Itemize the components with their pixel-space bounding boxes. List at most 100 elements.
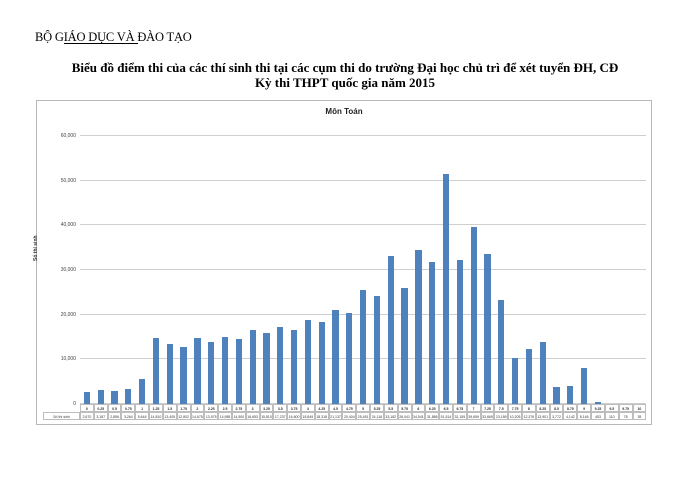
table-cell-value: 16,653: [245, 412, 260, 420]
gridline: [80, 135, 646, 136]
table-cell-value: 3,187: [93, 412, 108, 420]
table-cell-value: 14,500: [231, 412, 246, 420]
bar-slot: [315, 136, 329, 404]
table-cell-category: 7.75: [508, 404, 522, 412]
table-cell-value: 13,405: [162, 412, 177, 420]
table-cell-category: 5.75: [397, 404, 412, 412]
table-cell-value: 15,810: [259, 412, 274, 420]
table-cell-value: 453: [591, 412, 605, 420]
bar-slot: [577, 136, 591, 404]
bar-2.75: [235, 339, 242, 404]
table-cell-value: 34,541: [411, 412, 426, 420]
bar-slot: [633, 136, 647, 404]
table-cell-value: 31,886: [425, 412, 440, 420]
table-cell-value: 33,665: [480, 412, 495, 420]
y-tick-label: 10,000: [60, 356, 76, 363]
table-row-label: Số thí sinh: [43, 412, 80, 420]
page-title-line1: Biểu đồ điểm thi của các thí sinh thi tạ…: [71, 60, 619, 75]
bar-slot: [425, 136, 439, 404]
table-cell-value: 8,146: [577, 412, 592, 420]
bar-6.25: [429, 261, 436, 404]
table-cell-category: 4.25: [314, 404, 329, 412]
bar-7: [470, 226, 477, 404]
bar-slot: [149, 136, 163, 404]
table-cell-category: 6.25: [425, 404, 440, 412]
table-cell-value: 13,975: [204, 412, 219, 420]
bar-slot: [273, 136, 287, 404]
bar-9.25: [594, 401, 602, 404]
bar-slot: [522, 136, 536, 404]
table-cell-value: 12,802: [176, 412, 191, 420]
table-cell-category: 3.5: [273, 404, 288, 412]
bar-1: [139, 378, 146, 404]
bar-slot: [177, 136, 191, 404]
table-cell-category: 8: [522, 404, 536, 412]
table-cell-value: 21,137: [328, 412, 343, 420]
table-cell-value: 2,856: [107, 412, 122, 420]
table-cell-value: 18,849: [301, 412, 315, 420]
bar-slot: [467, 136, 481, 404]
bar-slot: [329, 136, 343, 404]
y-tick-label: 20,000: [60, 311, 76, 318]
table-cell-category: 1.75: [176, 404, 191, 412]
y-tick-label: 30,000: [60, 267, 76, 273]
table-cell-category: 3.75: [287, 404, 301, 412]
table-cell-value: 14,810: [149, 412, 163, 420]
table-cell-value: 24,116: [370, 412, 384, 420]
table-cell-value: 12,376: [522, 412, 536, 420]
table-cell-category: 10: [632, 404, 647, 412]
plot-area: 0 10,000 20,000 30,000 40,000 50,000 60,000: [61, 133, 646, 407]
y-tick-label: 0: [73, 401, 76, 407]
table-cell-category: 7.25: [480, 404, 495, 412]
table-cell-category: 2.25: [204, 404, 219, 412]
table-cell-category: 0.25: [93, 404, 108, 412]
table-cell-category: 2.5: [218, 404, 232, 412]
bar-2.25: [208, 341, 215, 404]
bar-4.5: [332, 309, 339, 404]
table-cell-category: 3.25: [259, 404, 274, 412]
bar-7.5: [498, 300, 505, 404]
bar-slot: [453, 136, 467, 404]
bar-3.75: [290, 329, 298, 404]
table-cell-value: 18,318: [314, 412, 329, 420]
gridline: [80, 224, 646, 226]
bar-slot: [135, 136, 149, 404]
bar-slot: [563, 136, 577, 404]
table-cell-category: 8.75: [563, 404, 578, 412]
bar-1.5: [166, 344, 173, 404]
bar-2: [194, 338, 201, 404]
chart-frame: Môn Toán Số thí sinh 0 10,000 20,000 30,000…: [33, 100, 652, 425]
bar-slot: [550, 136, 564, 404]
table-cell-value: 32,155: [452, 412, 467, 420]
bar-slot: [287, 136, 301, 404]
bar-8: [525, 348, 532, 404]
data-table: Số thí sinh 0 0.25 0.5 0.75 1 1.25 1.5 1.75 2 2.2…: [43, 404, 647, 420]
table-cell-category: 2.75: [231, 404, 246, 412]
bar-0: [83, 392, 90, 404]
bar-5.5: [387, 255, 394, 404]
table-cell-value: 78: [618, 412, 633, 420]
bar-7.25: [484, 253, 491, 404]
table-cell-value: 3,264: [121, 412, 136, 420]
ministry-name: BỘ GIÁO DỤC VÀ ĐÀO TẠO: [35, 30, 192, 44]
table-cell-category: 8.25: [535, 404, 550, 412]
table-cell-category: 5: [356, 404, 371, 412]
table-cell-category: 3: [245, 404, 260, 412]
table-cell-category: 5.5: [383, 404, 398, 412]
bar-slot: [481, 136, 495, 404]
bar-slot: [218, 136, 232, 404]
bar-0.25: [97, 389, 104, 404]
table-cell-category: 1: [135, 404, 150, 412]
y-tick-label: 50,000: [60, 177, 76, 184]
bar-4.75: [346, 312, 353, 404]
table-cell-value: 2,670: [80, 412, 94, 420]
table-cell-category: 2: [190, 404, 205, 412]
bar-slot: [508, 136, 522, 404]
bars: [80, 136, 646, 404]
bar-4: [304, 319, 311, 404]
y-tick-label: 40,000: [60, 222, 76, 229]
table-cell-category: 6: [411, 404, 426, 412]
table-cell-category: 0.75: [121, 404, 136, 412]
bar-slot: [232, 136, 246, 404]
table-cell-value: 23,189: [494, 412, 509, 420]
